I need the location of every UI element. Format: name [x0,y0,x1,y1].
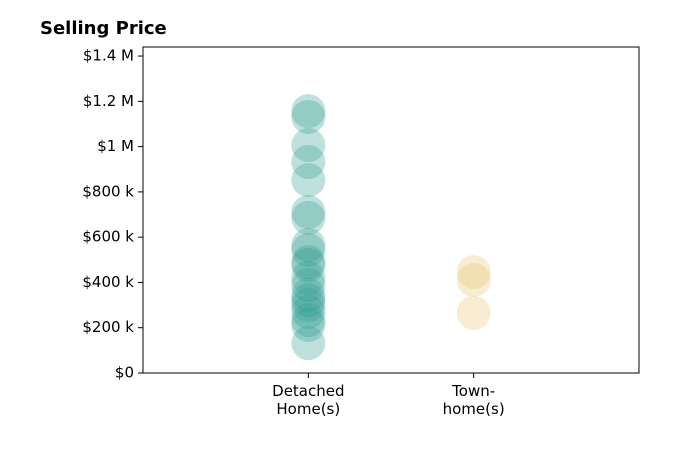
y-tick-label: $600 k [82,228,134,246]
point [291,99,326,134]
y-tick-label: $200 k [82,318,134,336]
point [291,94,326,129]
x-tick-label: Detached Home(s) [272,382,345,418]
point [291,245,326,280]
point [291,288,326,323]
point [291,128,326,163]
point [291,326,326,361]
point [291,195,326,230]
point [291,233,326,268]
point [291,163,326,198]
point [291,308,326,343]
plot-frame [142,46,640,374]
chart-title: Selling Price [40,18,167,39]
x-tick-label: Town- home(s) [442,382,505,418]
y-tick-label: $1 M [97,137,134,155]
point [291,260,326,295]
point [456,296,491,331]
point [456,262,491,297]
y-tick-label: $1.2 M [83,92,134,110]
point [456,255,491,290]
point [291,145,326,180]
point [291,200,326,235]
point [291,248,326,283]
point [291,283,326,318]
y-tick-label: $0 [115,364,134,382]
y-tick-label: $800 k [82,182,134,200]
point [291,294,326,329]
point [291,303,326,338]
y-tick-label: $400 k [82,273,134,291]
point [291,267,326,302]
point [291,277,326,312]
y-tick-label: $1.4 M [83,47,134,65]
point [291,228,326,263]
